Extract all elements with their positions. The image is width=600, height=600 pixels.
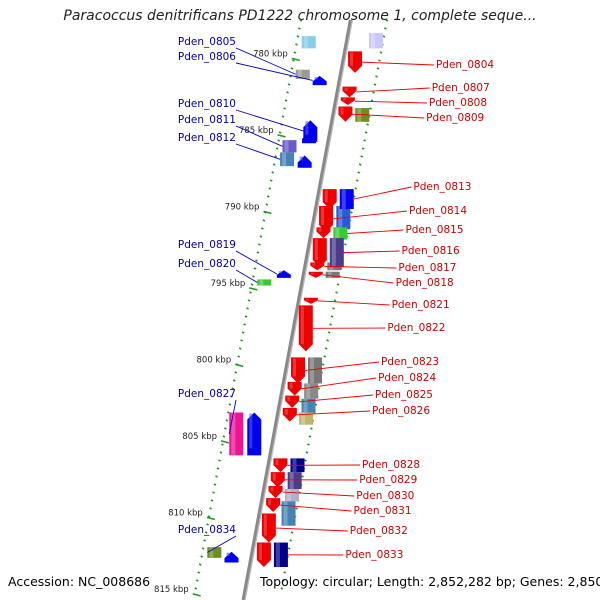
gene-feature[interactable]	[369, 33, 384, 49]
label-pden_0812[interactable]: Pden_0812	[178, 132, 236, 144]
gene-feature[interactable]	[312, 238, 327, 268]
gene-feature[interactable]	[299, 412, 314, 425]
gene-pden_0812[interactable]	[280, 152, 295, 167]
label-pden_0818[interactable]: Pden_0818	[396, 277, 454, 289]
label-pden_0807[interactable]: Pden_0807	[432, 82, 490, 94]
gene-pden_0815[interactable]	[333, 227, 348, 240]
gene-feature[interactable]	[287, 472, 302, 489]
kbp-tick-label: 800 kbp	[197, 355, 232, 365]
label-pden_0826[interactable]: Pden_0826	[372, 405, 430, 417]
gene-pden_0823[interactable]	[291, 357, 306, 384]
gene-pden_0822[interactable]	[298, 305, 313, 352]
label-pden_0828[interactable]: Pden_0828	[362, 459, 420, 471]
kbp-tick-label: 785 kbp	[239, 126, 274, 136]
gene-feature[interactable]	[281, 501, 296, 526]
label-pden_0823[interactable]: Pden_0823	[381, 356, 439, 368]
gene-pden_0807[interactable]	[342, 86, 357, 98]
label-pden_0816[interactable]: Pden_0816	[402, 245, 460, 257]
gene-pden_0827[interactable]	[229, 412, 244, 456]
accession-text: Accession: NC_008686	[8, 574, 151, 589]
label-pden_0811[interactable]: Pden_0811	[178, 114, 236, 126]
gene-features	[207, 33, 384, 568]
gene-pden_0818[interactable]	[308, 271, 323, 278]
chromosome-backbone	[241, 19, 353, 600]
label-leaders	[207, 47, 434, 556]
gene-labels: Pden_0805 Pden_0806 Pden_0810 Pden_0811 Pden…	[178, 36, 494, 561]
topology-text: Topology: circular; Length: 2,852,282 bp…	[260, 574, 600, 589]
label-pden_0813[interactable]: Pden_0813	[413, 181, 471, 193]
label-pden_0806[interactable]: Pden_0806	[178, 51, 236, 63]
label-pden_0820[interactable]: Pden_0820	[178, 258, 236, 270]
gene-feature[interactable]	[247, 412, 262, 456]
gene-pden_0813[interactable]	[339, 189, 354, 210]
gene-pden_0826[interactable]	[282, 407, 297, 422]
gene-pden_0824[interactable]	[287, 381, 302, 396]
gene-pden_0806[interactable]	[312, 75, 327, 86]
kbp-tick-label: 815 kbp	[154, 585, 189, 595]
label-pden_0821[interactable]: Pden_0821	[392, 299, 450, 311]
gene-pden_0834[interactable]	[207, 547, 222, 558]
label-pden_0819[interactable]: Pden_0819	[178, 239, 236, 251]
gene-pden_0819[interactable]	[276, 270, 291, 278]
gene-pden_0805[interactable]	[295, 69, 310, 79]
gene-feature[interactable]	[224, 551, 239, 563]
gene-pden_0814[interactable]	[319, 205, 334, 232]
gene-pden_0821[interactable]	[303, 297, 318, 304]
gene-pden_0809[interactable]	[338, 106, 353, 122]
gene-pden_0832[interactable]	[261, 513, 276, 543]
gene-feature[interactable]	[301, 398, 316, 413]
gene-pden_0828[interactable]	[273, 458, 288, 473]
gene-pden_0816[interactable]	[329, 238, 344, 268]
label-pden_0829[interactable]: Pden_0829	[359, 474, 417, 486]
label-pden_0808[interactable]: Pden_0808	[429, 97, 487, 109]
gene-feature[interactable]	[304, 383, 319, 399]
label-pden_0810[interactable]: Pden_0810	[178, 98, 236, 110]
gene-pden_0830[interactable]	[268, 485, 283, 499]
label-pden_0831[interactable]: Pden_0831	[353, 505, 411, 517]
kbp-tick-label: 790 kbp	[225, 202, 260, 212]
label-pden_0822[interactable]: Pden_0822	[387, 322, 445, 334]
gene-feature[interactable]	[256, 542, 271, 568]
gene-feature[interactable]	[322, 189, 337, 210]
gene-pden_0811[interactable]	[282, 140, 297, 153]
label-pden_0827[interactable]: Pden_0827	[178, 388, 236, 400]
gene-pden_0817[interactable]	[310, 262, 325, 271]
gene-pden_0825[interactable]	[285, 395, 300, 408]
label-pden_0805[interactable]: Pden_0805	[178, 36, 236, 48]
label-pden_0824[interactable]: Pden_0824	[378, 372, 436, 384]
kbp-tick-label: 805 kbp	[182, 432, 217, 442]
label-pden_0804[interactable]: Pden_0804	[436, 59, 494, 71]
label-pden_0814[interactable]: Pden_0814	[409, 205, 467, 217]
gene-feature[interactable]	[301, 36, 316, 49]
label-pden_0833[interactable]: Pden_0833	[345, 549, 403, 561]
gene-pden_0804[interactable]	[348, 51, 363, 73]
gene-pden_0831[interactable]	[266, 498, 281, 512]
kbp-tick-label: 780 kbp	[253, 49, 288, 59]
gene-pden_0820[interactable]	[257, 279, 272, 286]
label-pden_0817[interactable]: Pden_0817	[398, 262, 456, 274]
gene-feature[interactable]	[297, 155, 312, 168]
kbp-tick-label: 810 kbp	[168, 508, 203, 518]
label-pden_0815[interactable]: Pden_0815	[405, 224, 463, 236]
map-title: Paracoccus denitrificans PD1222 chromoso…	[63, 8, 537, 24]
label-pden_0825[interactable]: Pden_0825	[375, 389, 433, 401]
gene-feature[interactable]	[284, 489, 299, 502]
gene-pden_0833[interactable]	[273, 542, 288, 568]
label-pden_0830[interactable]: Pden_0830	[356, 490, 414, 502]
gene-feature[interactable]	[325, 271, 340, 278]
label-pden_0832[interactable]: Pden_0832	[350, 525, 408, 537]
label-pden_0834[interactable]: Pden_0834	[178, 524, 236, 536]
gene-pden_0810[interactable]	[303, 120, 318, 142]
gene-pden_0808[interactable]	[340, 97, 355, 105]
gene-feature[interactable]	[308, 357, 323, 384]
gene-pden_0829[interactable]	[270, 472, 285, 488]
label-pden_0809[interactable]: Pden_0809	[426, 112, 484, 124]
kbp-tick-label: 795 kbp	[211, 279, 246, 289]
